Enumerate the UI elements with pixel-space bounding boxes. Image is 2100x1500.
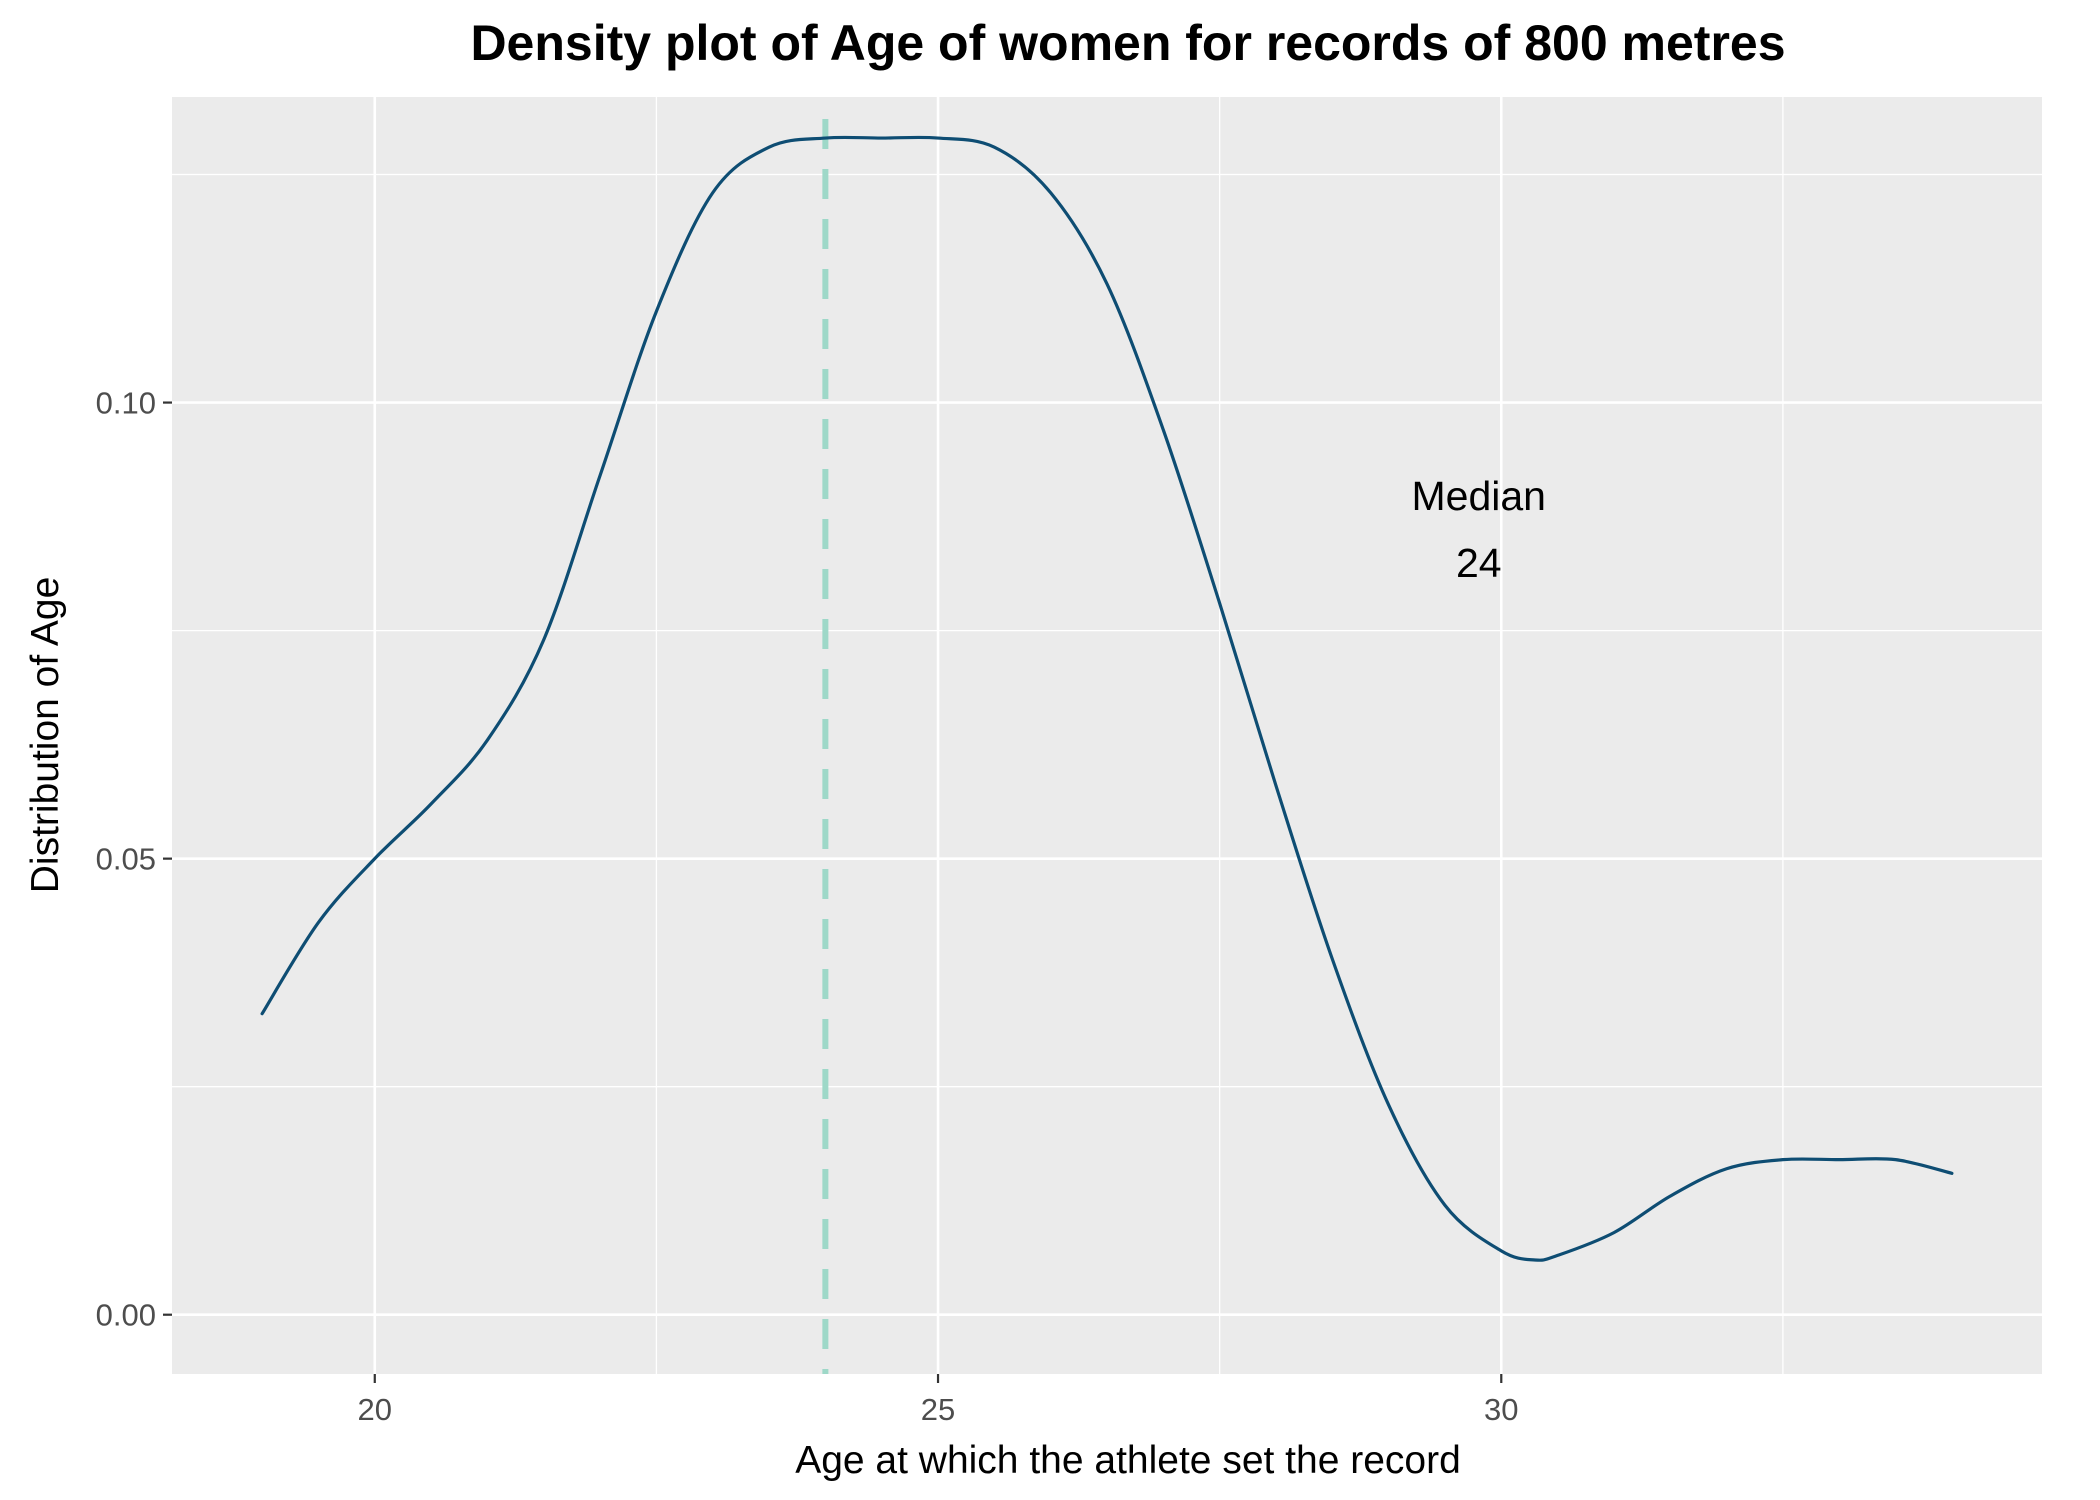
y-tick-label: 0.00: [96, 1298, 156, 1333]
grid-lines: [172, 97, 2042, 1374]
y-tick-label: 0.05: [96, 842, 156, 877]
axes-layer: 20 25 30 0.00 0.05 0.10: [96, 386, 1519, 1427]
y-tick-label: 0.10: [96, 386, 156, 421]
x-tick-label: 20: [358, 1392, 392, 1427]
x-tick-label: 25: [921, 1392, 955, 1427]
x-axis-title: Age at which the athlete set the record: [795, 1439, 1461, 1482]
density-series-layer: [260, 135, 1954, 1262]
panel-background: [172, 97, 2042, 1374]
annotation-median-value: 24: [1456, 540, 1502, 586]
y-axis-title: Distribution of Age: [24, 577, 67, 894]
density-curve: [260, 135, 1954, 1262]
chart-title: Density plot of Age of women for records…: [470, 15, 1785, 71]
annotation-median-label: Median: [1412, 473, 1546, 519]
x-tick-label: 30: [1484, 1392, 1518, 1427]
